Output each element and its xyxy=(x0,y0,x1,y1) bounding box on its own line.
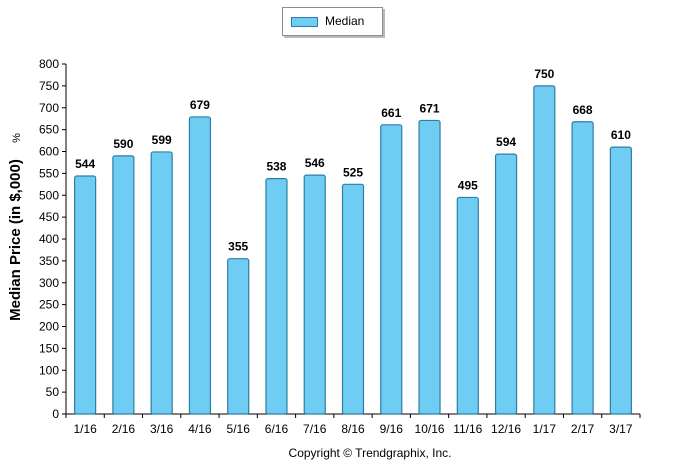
x-tick-label: 1/17 xyxy=(533,422,557,436)
bar-value-label: 355 xyxy=(228,240,248,254)
bar-value-label: 546 xyxy=(305,156,325,170)
bar xyxy=(418,119,441,415)
y-tick-label: 450 xyxy=(39,210,59,224)
bar xyxy=(494,153,518,415)
bar-value-label: 599 xyxy=(152,133,172,147)
bar xyxy=(227,258,250,415)
y-tick-label: 800 xyxy=(39,57,59,71)
bar-value-label: 671 xyxy=(420,101,440,115)
bar-value-label: 610 xyxy=(611,128,631,142)
x-tick-label: 3/17 xyxy=(609,422,633,436)
bar xyxy=(341,183,365,415)
bar-value-label: 525 xyxy=(343,165,363,179)
x-tick-label: 6/16 xyxy=(265,422,289,436)
bar xyxy=(571,121,594,415)
chart-legend: Median xyxy=(282,7,383,36)
bar xyxy=(74,175,97,415)
legend-swatch-median xyxy=(291,17,318,27)
x-tick-label: 2/16 xyxy=(112,422,136,436)
x-tick-label: 5/16 xyxy=(227,422,251,436)
y-tick-label: 200 xyxy=(39,320,59,334)
y-tick-label: 100 xyxy=(39,363,59,377)
x-tick-label: 8/16 xyxy=(341,422,365,436)
copyright-text: Copyright © Trendgraphix, Inc. xyxy=(288,446,452,460)
bar xyxy=(533,85,556,415)
y-axis-title-suffix: % xyxy=(11,133,23,143)
x-tick-label: 9/16 xyxy=(380,422,404,436)
y-tick-label: 400 xyxy=(39,232,59,246)
bar-value-label: 668 xyxy=(573,103,593,117)
x-tick-label: 11/16 xyxy=(453,422,482,436)
bar-value-label: 495 xyxy=(458,178,478,192)
x-tick-label: 2/17 xyxy=(571,422,595,436)
y-tick-label: 50 xyxy=(46,385,60,399)
bar xyxy=(380,124,403,415)
y-tick-label: 350 xyxy=(39,254,59,268)
bar xyxy=(150,151,173,415)
bar-value-label: 679 xyxy=(190,98,210,112)
bar-value-label: 538 xyxy=(266,160,286,174)
y-tick-label: 550 xyxy=(39,166,59,180)
bar xyxy=(456,196,479,415)
x-tick-label: 12/16 xyxy=(491,422,521,436)
y-tick-label: 150 xyxy=(39,341,59,355)
legend-label-median: Median xyxy=(325,14,365,28)
x-tick-label: 3/16 xyxy=(150,422,174,436)
x-tick-label: 7/16 xyxy=(303,422,327,436)
y-tick-label: 700 xyxy=(39,101,59,115)
x-tick-label: 4/16 xyxy=(188,422,212,436)
bar xyxy=(609,146,632,415)
y-tick-label: 600 xyxy=(39,145,59,159)
y-tick-label: 750 xyxy=(39,79,59,93)
bar xyxy=(112,155,135,415)
y-tick-label: 0 xyxy=(52,407,59,421)
bar-value-label: 544 xyxy=(75,157,95,171)
x-tick-label: 1/16 xyxy=(73,422,97,436)
y-tick-label: 650 xyxy=(39,123,59,137)
bar-value-label: 661 xyxy=(381,106,401,120)
x-tick-label: 10/16 xyxy=(415,422,445,436)
y-tick-label: 500 xyxy=(39,188,59,202)
bar-value-label: 594 xyxy=(496,135,516,149)
y-axis-title: Median Price (in $,000) xyxy=(7,159,24,321)
bar xyxy=(188,116,212,415)
bar-value-label: 750 xyxy=(534,67,554,81)
bar xyxy=(303,174,326,415)
y-tick-label: 300 xyxy=(39,276,59,290)
bar-value-label: 590 xyxy=(113,137,133,151)
y-tick-label: 250 xyxy=(39,298,59,312)
bar xyxy=(265,178,288,415)
